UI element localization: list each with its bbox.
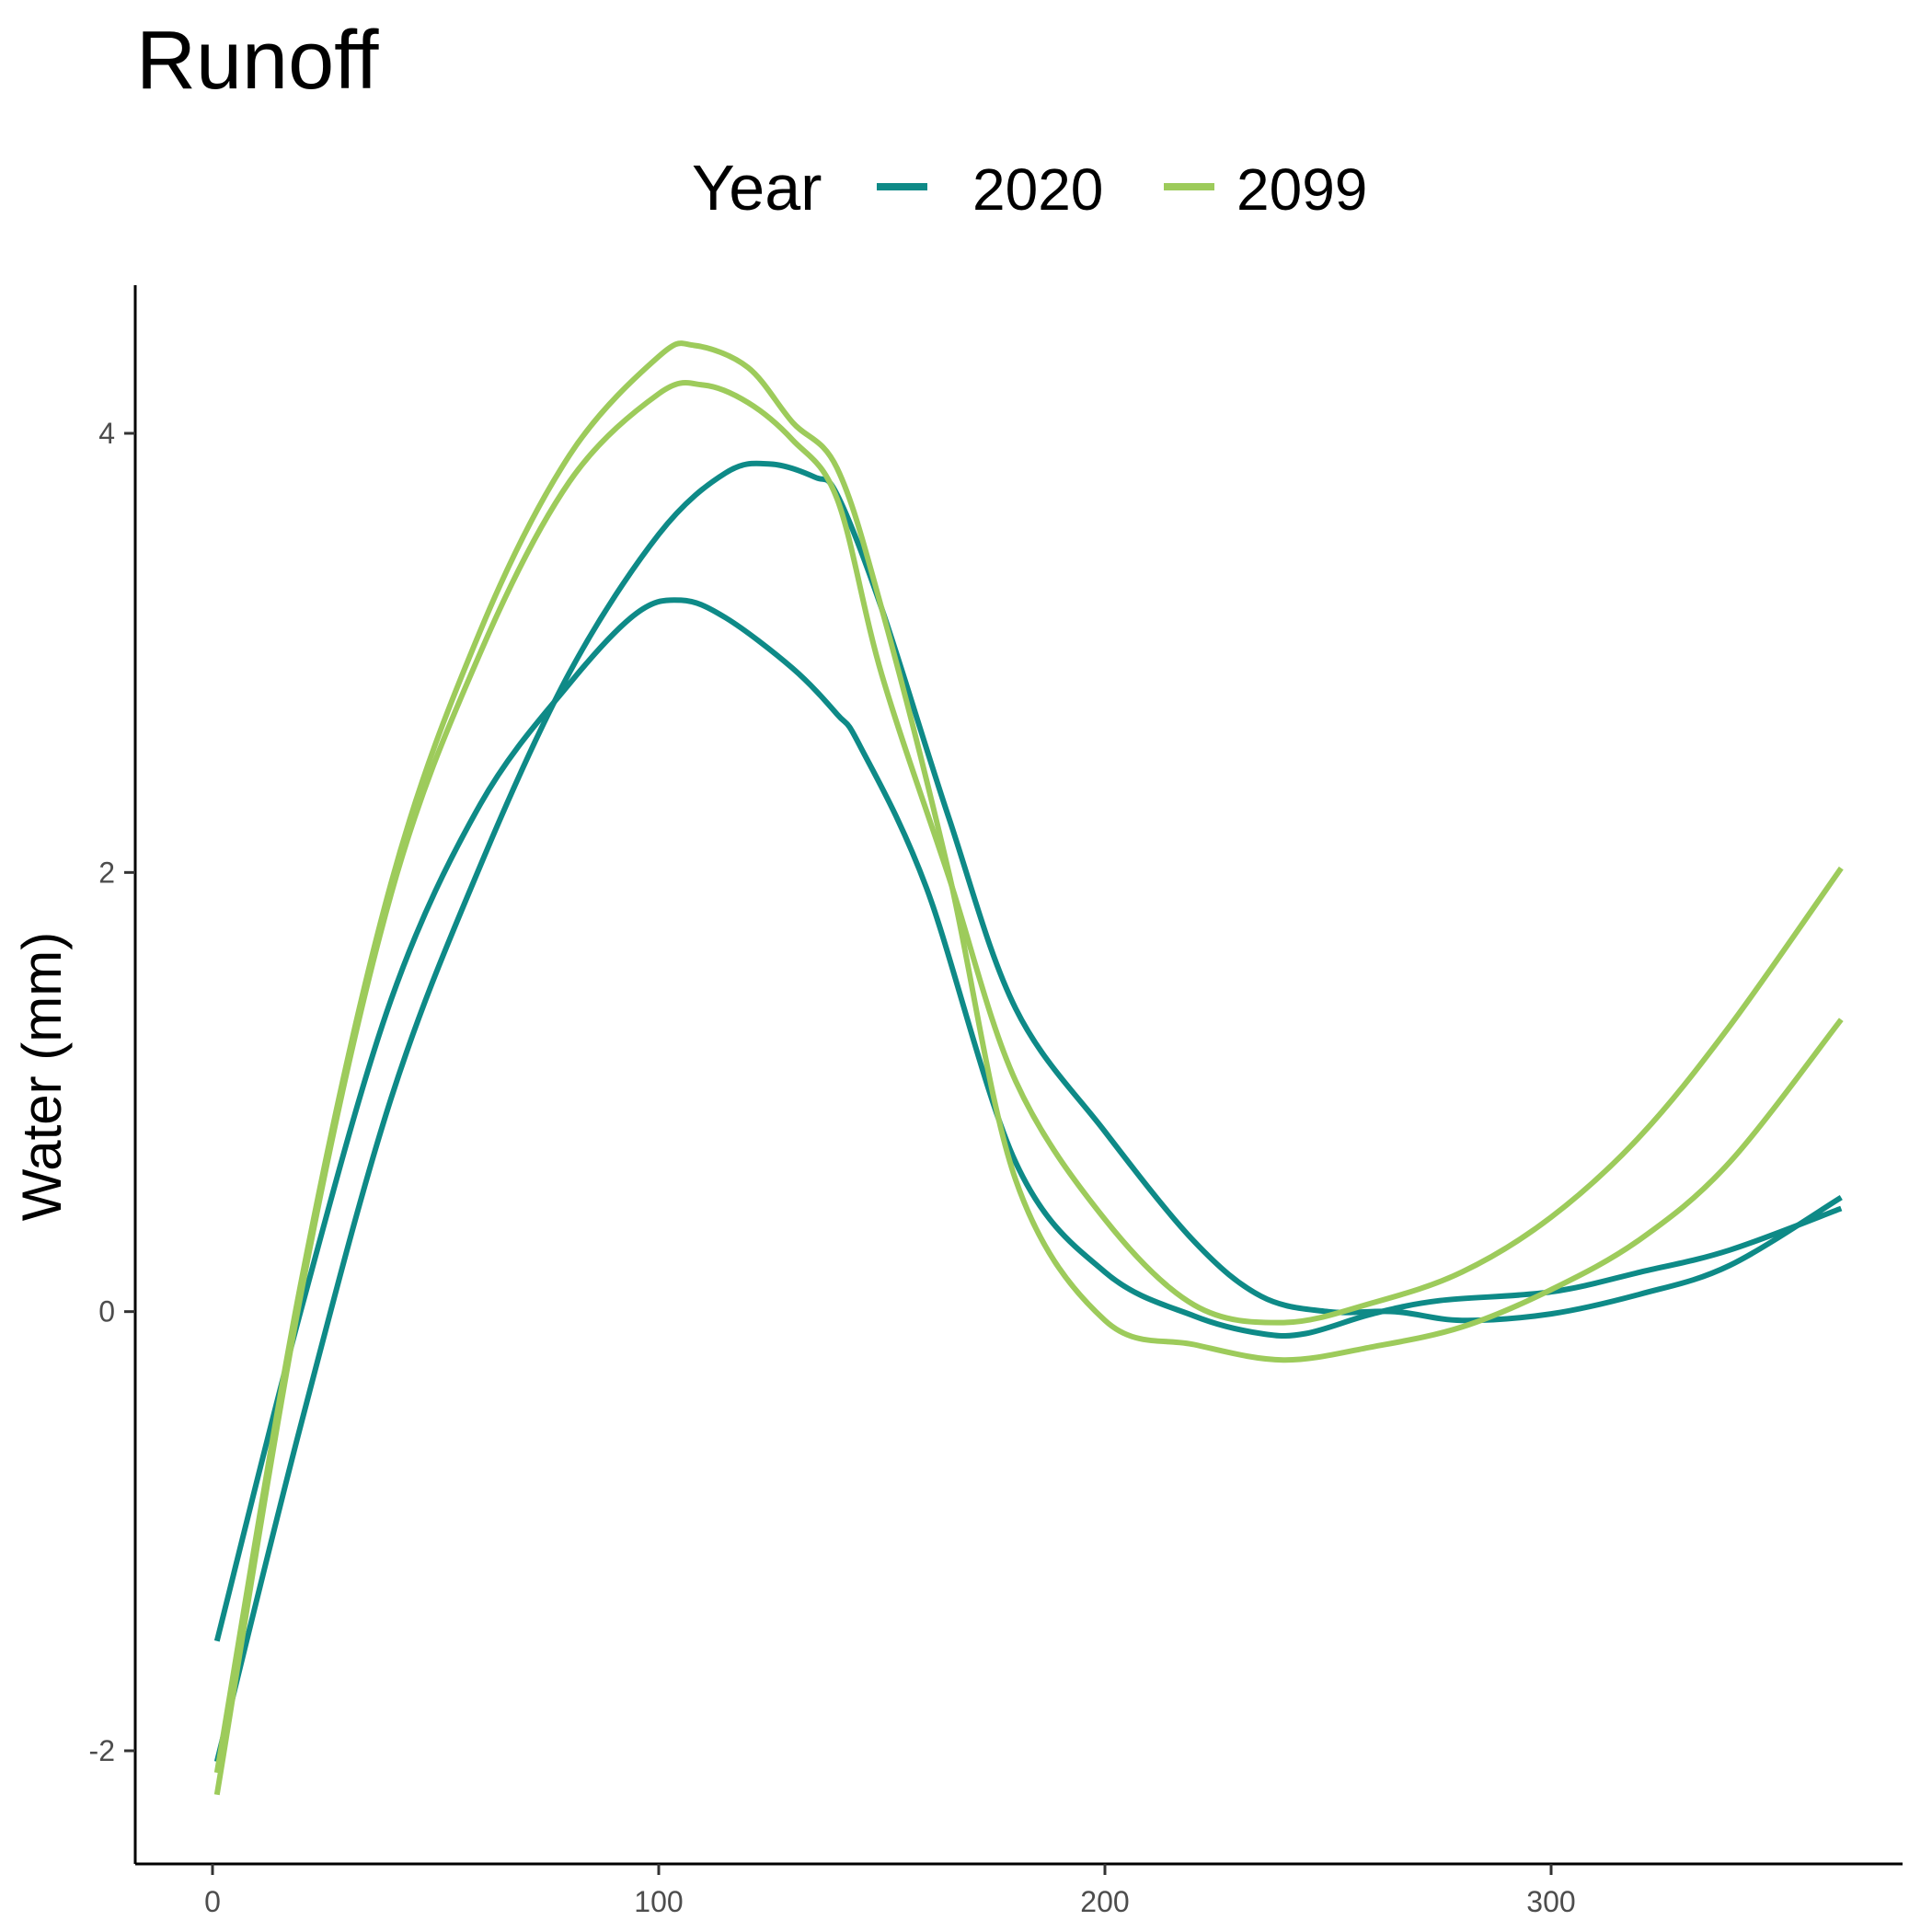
y-tick-label: -2 bbox=[89, 1734, 115, 1767]
legend-label-2020: 2020 bbox=[972, 156, 1103, 223]
x-tick-label: 0 bbox=[204, 1885, 221, 1918]
legend: Year 2020 2099 bbox=[692, 152, 1367, 224]
y-tick-label: 4 bbox=[98, 417, 115, 450]
y-axis-ticks: -2 0 2 4 bbox=[89, 417, 135, 1767]
x-tick-label: 100 bbox=[634, 1885, 683, 1918]
x-tick-label: 200 bbox=[1080, 1885, 1129, 1918]
y-tick-label: 2 bbox=[98, 856, 115, 889]
series-line-2020-1 bbox=[213, 597, 1843, 1642]
y-axis-label: Water (mm) bbox=[11, 932, 73, 1221]
x-tick-label: 300 bbox=[1526, 1885, 1575, 1918]
legend-label-2099: 2099 bbox=[1236, 156, 1367, 223]
x-axis-ticks: 0 100 200 300 bbox=[204, 1864, 1576, 1918]
chart-title: Runoff bbox=[136, 15, 380, 107]
legend-title: Year bbox=[692, 152, 822, 224]
y-tick-label: 0 bbox=[98, 1295, 115, 1328]
series-line-2099-4 bbox=[213, 380, 1844, 1796]
series-group bbox=[213, 340, 1844, 1796]
series-line-2099-3 bbox=[213, 340, 1844, 1774]
